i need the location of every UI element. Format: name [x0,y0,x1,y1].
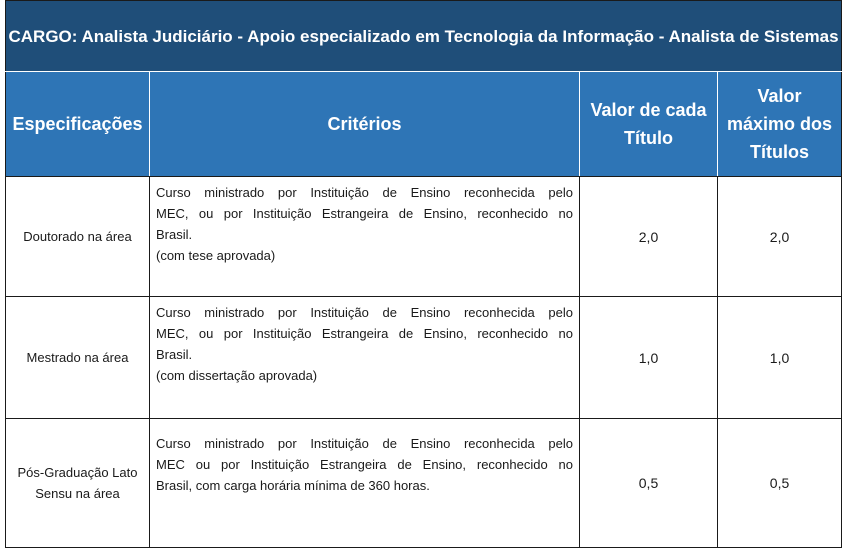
criteria-line: Brasil. [156,347,193,362]
unit-value-cell: 2,0 [579,176,718,297]
criteria-line: Brasil, com carga horária mínima de 360 … [156,478,430,493]
criteria-line: Brasil. [156,227,193,242]
spec-cell: Doutorado na área [5,176,150,297]
header-valor-maximo: Valor máximo dos Títulos [716,71,843,177]
criteria-cell: Curso ministrado por Instituição de Ensi… [149,418,580,548]
table-row-doutorado: Doutorado na área Curso ministrado por I… [5,176,843,297]
table-row-pos-graduacao: Pós-Graduação Lato Sensu na área Curso m… [5,418,843,548]
criteria-line: (com dissertação aprovada) [156,368,318,383]
criteria-line: Curso ministrado por Instituição de Ensi… [156,305,573,320]
criteria-line: Curso ministrado por Instituição de Ensi… [156,436,573,451]
unit-value-cell: 0,5 [579,418,718,548]
criteria-cell: Curso ministrado por Instituição de Ensi… [149,296,580,419]
header-especificacoes: Especificações [5,71,150,177]
spec-cell: Pós-Graduação Lato Sensu na área [5,418,150,548]
unit-value-cell: 1,0 [579,296,718,419]
spec-cell: Mestrado na área [5,296,150,419]
table-row-mestrado: Mestrado na área Curso ministrado por In… [5,296,843,419]
max-value-cell: 0,5 [716,418,843,548]
criteria-line: MEC, ou por Instituição Estrangeira de E… [156,326,573,341]
criteria-line: (com tese aprovada) [156,248,276,263]
header-criterios: Critérios [149,71,580,177]
criteria-line: MEC, ou por Instituição Estrangeira de E… [156,206,573,221]
criteria-cell: Curso ministrado por Instituição de Ensi… [149,176,580,297]
header-valor-cada-titulo: Valor de cada Título [579,71,718,177]
column-header-row: Especificações Critérios Valor de cada T… [5,71,843,177]
cargo-title: CARGO: Analista Judiciário - Apoio espec… [4,0,843,72]
max-value-cell: 2,0 [716,176,843,297]
criteria-line: Curso ministrado por Instituição de Ensi… [156,185,573,200]
criteria-line: MEC ou por Instituição Estrangeira de En… [156,457,573,472]
titles-table: CARGO: Analista Judiciário - Apoio espec… [4,0,843,548]
max-value-cell: 1,0 [716,296,843,419]
cargo-title-row: CARGO: Analista Judiciário - Apoio espec… [4,0,843,72]
